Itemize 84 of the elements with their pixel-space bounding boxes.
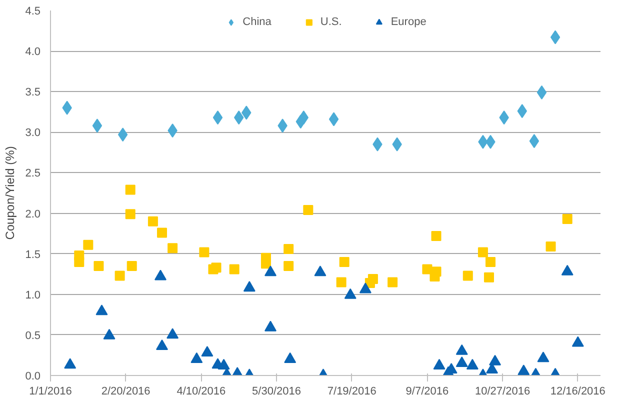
point: [260, 258, 271, 269]
legend-label: U.S.: [320, 16, 342, 28]
point: [96, 304, 108, 316]
point: [536, 85, 547, 100]
point: [388, 277, 398, 288]
x-tick-label: 12/16/2016: [550, 386, 606, 398]
point: [550, 30, 560, 44]
point: [359, 282, 372, 294]
point: [64, 358, 76, 369]
point: [431, 230, 442, 241]
point: [229, 264, 240, 274]
point: [456, 344, 468, 355]
y-tick-label: 1.0: [25, 289, 41, 302]
y-tick-label: 2.0: [25, 208, 41, 220]
point: [211, 262, 222, 273]
y-tick-label: 2.5: [25, 168, 41, 180]
point: [148, 216, 158, 226]
point: [166, 328, 179, 339]
point: [125, 209, 136, 220]
y-tick-label: 4.5: [25, 6, 41, 18]
point: [529, 134, 540, 148]
y-axis-title: Coupon/Yield (%): [3, 146, 18, 240]
point: [422, 264, 432, 274]
x-tick-label: 4/10/2016: [176, 386, 226, 398]
x-tick-label: 2/20/2016: [101, 386, 150, 398]
point: [328, 112, 339, 126]
y-tick-label: 3.0: [25, 127, 41, 140]
point: [190, 352, 203, 363]
x-tick-label: 10/27/2016: [475, 386, 530, 398]
point: [336, 277, 346, 288]
y-tick-label: 0.0: [25, 370, 41, 382]
point: [199, 247, 210, 258]
point: [83, 240, 94, 250]
point: [284, 261, 294, 271]
point: [103, 328, 116, 340]
point: [264, 320, 276, 332]
point: [157, 228, 168, 238]
x-tick-label: 5/30/2016: [252, 386, 301, 398]
x-tick-label: 9/7/2016: [406, 386, 449, 398]
point: [478, 247, 488, 258]
point: [456, 356, 468, 368]
y-tick-label: 1.5: [25, 248, 41, 261]
point: [314, 266, 326, 276]
point: [94, 261, 104, 271]
x-tick-label: 7/19/2016: [327, 386, 376, 398]
y-tick-label: 3.5: [25, 86, 41, 99]
point: [368, 274, 378, 284]
point: [303, 205, 314, 216]
point: [572, 336, 584, 347]
point: [537, 352, 550, 362]
point: [561, 264, 574, 276]
y-tick-label: 4.0: [25, 46, 41, 58]
point: [74, 256, 84, 267]
point: [118, 128, 128, 142]
point: [114, 270, 125, 281]
point: [284, 352, 296, 363]
legend-label: Europe: [390, 16, 426, 28]
point: [284, 244, 294, 254]
point: [264, 266, 276, 276]
point: [212, 110, 223, 125]
point: [243, 281, 256, 292]
point: [433, 358, 446, 370]
point: [562, 214, 572, 224]
point: [546, 242, 556, 252]
point: [484, 272, 494, 282]
point: [462, 270, 473, 281]
point: [154, 270, 166, 280]
point: [339, 256, 350, 267]
point: [218, 358, 230, 370]
point: [431, 266, 442, 277]
point: [125, 184, 136, 195]
legend-label: China: [242, 16, 272, 28]
y-tick-label: 0.5: [25, 330, 41, 342]
x-tick-label: 1/1/2016: [29, 386, 72, 398]
point: [489, 354, 502, 366]
point: [156, 339, 168, 350]
point: [518, 364, 530, 376]
point: [92, 118, 102, 133]
point: [486, 256, 496, 267]
point: [126, 261, 137, 271]
point: [344, 288, 356, 299]
point: [466, 358, 478, 370]
point: [201, 346, 214, 356]
point: [168, 243, 178, 254]
